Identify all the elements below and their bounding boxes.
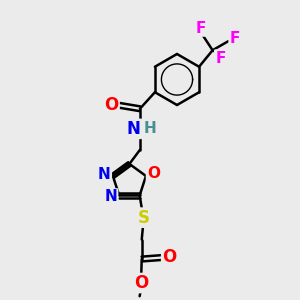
Text: N: N xyxy=(98,167,111,182)
Text: F: F xyxy=(215,50,226,66)
Text: H: H xyxy=(143,121,156,136)
Text: F: F xyxy=(195,20,206,35)
Text: O: O xyxy=(134,274,148,292)
Text: O: O xyxy=(104,95,118,113)
Text: O: O xyxy=(147,166,160,181)
Text: N: N xyxy=(127,120,141,138)
Text: O: O xyxy=(162,248,176,266)
Text: F: F xyxy=(230,31,240,46)
Text: S: S xyxy=(138,208,150,226)
Text: N: N xyxy=(104,189,117,204)
